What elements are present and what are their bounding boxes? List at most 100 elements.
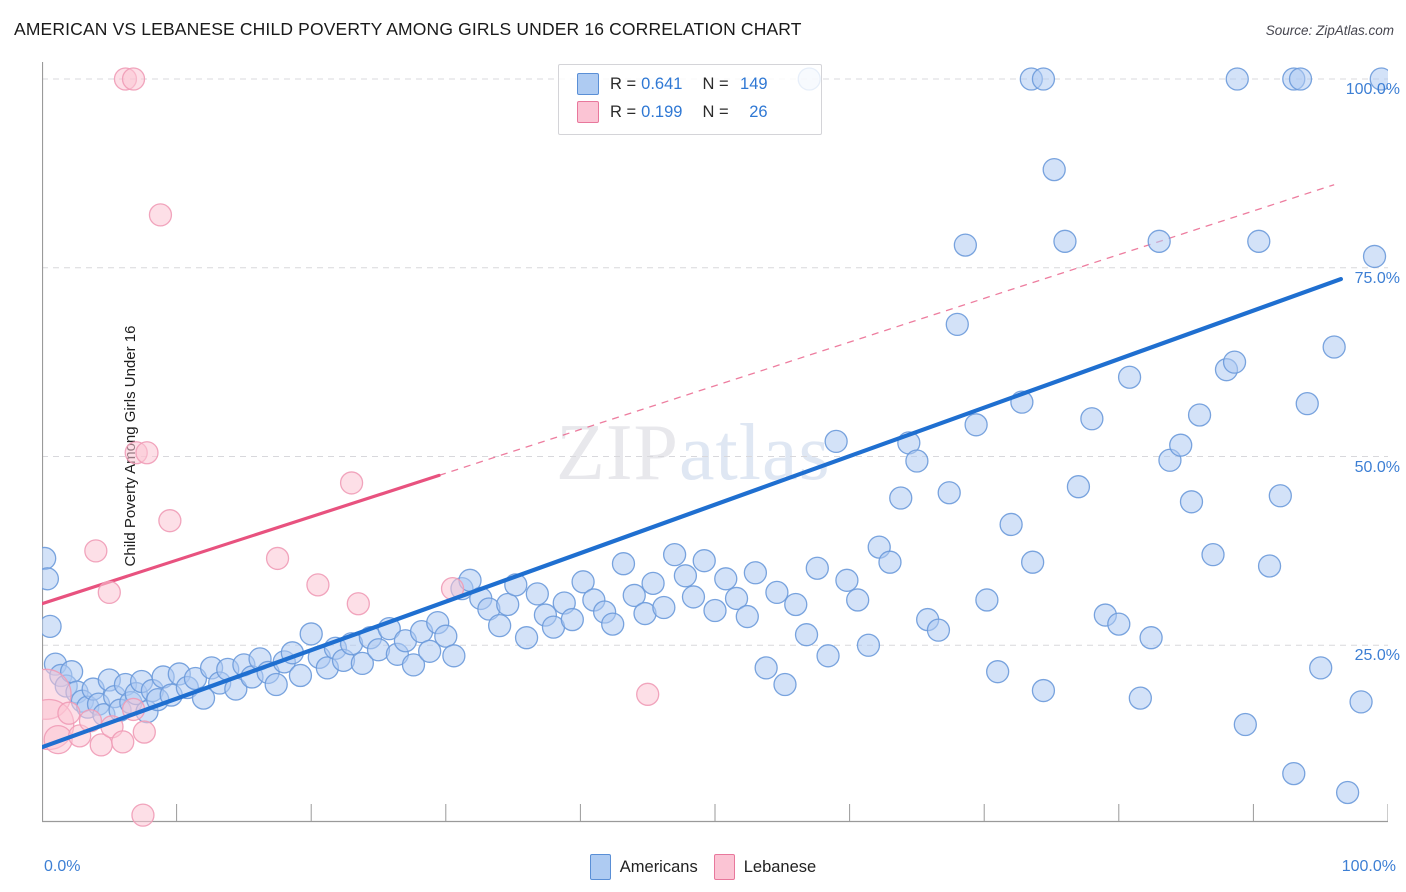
legend-label-americans: Americans bbox=[619, 857, 698, 876]
data-point-americans bbox=[714, 567, 738, 591]
data-point-americans bbox=[264, 672, 288, 697]
data-point-americans bbox=[1257, 554, 1282, 578]
data-point-americans bbox=[856, 633, 881, 657]
stats-legend-row-lebanese: R = 0.199 N = 26 bbox=[577, 98, 768, 126]
data-point-americans bbox=[571, 570, 595, 594]
data-point-americans bbox=[560, 607, 584, 632]
data-point-americans bbox=[816, 644, 840, 668]
data-point-americans bbox=[937, 481, 961, 505]
y-tick-label-50: 50.0% bbox=[1354, 458, 1400, 476]
data-point-americans bbox=[964, 413, 988, 437]
data-point-americans bbox=[1139, 626, 1163, 650]
data-point-americans bbox=[1021, 550, 1045, 574]
y-tick-label-75: 75.0% bbox=[1354, 269, 1400, 287]
y-tick-label-25: 25.0% bbox=[1354, 647, 1400, 665]
data-point-americans bbox=[673, 564, 698, 588]
r-key-lebanese: R = bbox=[610, 102, 637, 121]
data-point-americans bbox=[288, 663, 313, 688]
data-point-americans bbox=[1222, 350, 1247, 374]
r-value-lebanese: 0.199 bbox=[641, 102, 683, 121]
data-point-americans bbox=[1080, 407, 1104, 431]
data-point-americans bbox=[496, 592, 520, 617]
data-point-americans bbox=[1268, 484, 1292, 508]
data-point-americans bbox=[975, 588, 999, 612]
data-point-lebanese bbox=[111, 730, 135, 754]
legend-marker-americans bbox=[589, 854, 611, 880]
source-attribution: Source: ZipAtlas.com bbox=[1265, 23, 1394, 38]
data-point-americans bbox=[926, 618, 951, 642]
legend-item-lebanese[interactable]: Lebanese bbox=[713, 854, 816, 880]
data-point-americans bbox=[735, 604, 759, 629]
data-point-americans bbox=[1349, 690, 1373, 714]
n-key-americans: N = bbox=[702, 74, 729, 93]
data-point-americans bbox=[1362, 244, 1387, 269]
data-point-americans bbox=[794, 623, 819, 647]
n-key-lebanese: N = bbox=[702, 102, 729, 121]
data-point-lebanese bbox=[135, 441, 159, 465]
data-point-americans bbox=[442, 644, 466, 668]
data-point-americans bbox=[1233, 712, 1257, 737]
data-point-americans bbox=[1031, 678, 1056, 703]
data-point-americans bbox=[622, 583, 646, 608]
x-axis-min-label: 0.0% bbox=[44, 858, 81, 875]
r-key-americans: R = bbox=[610, 74, 637, 93]
data-point-americans bbox=[878, 550, 902, 574]
data-point-americans bbox=[601, 612, 625, 636]
data-point-americans bbox=[662, 542, 687, 567]
data-point-americans bbox=[1042, 157, 1066, 182]
stats-legend-row-americans: R = 0.641 N = 149 bbox=[577, 70, 768, 98]
data-point-americans bbox=[487, 613, 512, 638]
data-point-americans bbox=[773, 672, 797, 697]
legend-marker-lebanese bbox=[713, 854, 735, 880]
data-point-americans bbox=[417, 639, 442, 663]
data-point-americans bbox=[1201, 542, 1225, 567]
data-point-lebanese bbox=[132, 720, 156, 744]
trendline-americans bbox=[42, 276, 1343, 750]
data-point-americans bbox=[611, 552, 636, 576]
data-point-americans bbox=[42, 567, 60, 591]
data-point-americans bbox=[1225, 67, 1249, 91]
data-point-americans bbox=[1295, 391, 1319, 416]
data-point-americans bbox=[1335, 780, 1360, 805]
data-point-americans bbox=[1066, 475, 1091, 499]
data-point-americans bbox=[724, 586, 749, 611]
data-point-lebanese bbox=[131, 803, 155, 827]
data-point-lebanese bbox=[121, 67, 146, 91]
legend-swatch-lebanese bbox=[577, 101, 599, 123]
legend-item-americans[interactable]: Americans bbox=[589, 854, 698, 880]
data-point-americans bbox=[692, 549, 716, 573]
data-point-lebanese bbox=[57, 701, 81, 725]
data-point-americans bbox=[953, 233, 978, 257]
data-point-americans bbox=[846, 588, 870, 612]
x-axis-max-label: 100.0% bbox=[1341, 858, 1396, 875]
plot-area bbox=[42, 62, 1388, 834]
data-point-americans bbox=[42, 614, 62, 639]
legend-swatch-americans bbox=[577, 73, 599, 95]
series-legend: Americans Lebanese bbox=[0, 854, 1406, 880]
data-point-americans bbox=[889, 486, 913, 510]
data-point-lebanese bbox=[346, 592, 370, 616]
y-tick-label-100: 100.0% bbox=[1345, 81, 1400, 98]
data-point-americans bbox=[1282, 761, 1306, 786]
data-point-americans bbox=[1147, 229, 1171, 253]
r-value-americans: 0.641 bbox=[641, 74, 683, 93]
n-value-americans: 149 bbox=[740, 74, 768, 93]
data-point-lebanese bbox=[97, 580, 121, 605]
data-point-lebanese bbox=[636, 682, 660, 706]
page-title: AMERICAN VS LEBANESE CHILD POVERTY AMONG… bbox=[14, 19, 802, 39]
data-point-americans bbox=[1169, 433, 1193, 457]
data-point-americans bbox=[703, 598, 727, 623]
data-point-americans bbox=[1179, 490, 1204, 514]
data-point-americans bbox=[1309, 656, 1333, 680]
data-point-lebanese bbox=[306, 573, 330, 597]
data-point-americans bbox=[765, 580, 789, 605]
data-point-americans bbox=[1187, 403, 1212, 427]
data-point-americans bbox=[1369, 67, 1388, 91]
data-point-americans bbox=[350, 651, 374, 676]
data-point-americans bbox=[1107, 612, 1131, 636]
data-point-americans bbox=[525, 582, 549, 606]
data-point-americans bbox=[754, 656, 778, 680]
data-point-americans bbox=[945, 312, 969, 337]
data-point-americans bbox=[905, 449, 929, 473]
